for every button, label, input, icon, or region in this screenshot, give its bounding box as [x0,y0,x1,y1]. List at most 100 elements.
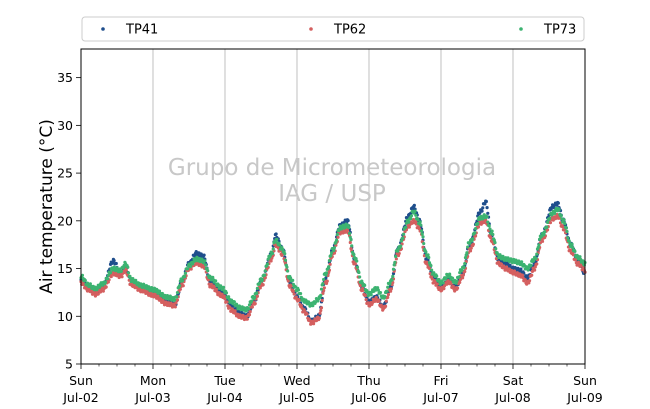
data-point [426,253,430,257]
y-tick-label: 15 [57,261,73,276]
data-point [211,275,215,279]
data-point [270,252,275,256]
data-point [134,278,138,282]
data-point [255,294,259,298]
data-point [311,322,316,326]
data-point [476,225,481,229]
data-point [420,232,424,236]
data-point [283,252,287,256]
x-tick-date: Jul-06 [350,390,387,405]
data-point [533,265,537,269]
data-point [88,282,92,286]
data-point [221,285,226,289]
data-point [369,293,373,297]
data-point [106,273,110,277]
data-point [83,278,87,283]
data-point [578,255,582,259]
data-point [571,245,575,250]
data-point [462,265,466,270]
data-point [401,236,405,240]
data-point [537,243,541,247]
data-point [565,229,569,234]
data-point [233,309,237,313]
data-point [271,247,275,251]
data-point [247,313,252,317]
data-point [421,235,425,239]
data-point [449,282,453,286]
data-point [574,257,578,262]
data-point [180,279,185,283]
data-point [319,308,323,313]
data-point [383,304,388,308]
data-point [485,215,489,219]
data-point [564,226,568,230]
data-point [432,271,436,275]
data-point [468,249,473,253]
data-point [451,284,455,288]
x-tick-date: Jul-05 [278,390,315,405]
x-tick-day: Thu [356,373,380,388]
data-point [285,265,289,269]
data-point [358,284,362,288]
data-point [321,291,325,295]
data-point [557,208,561,212]
data-point [160,291,164,296]
data-point [388,282,392,286]
data-point [335,238,339,242]
data-point [414,220,418,224]
data-point [305,312,309,316]
x-tick-day: Fri [434,373,449,388]
legend-marker [309,27,313,31]
data-point [493,240,497,245]
data-point [299,304,303,308]
data-point [485,206,489,210]
data-point [450,276,455,280]
x-tick-date: Jul-04 [206,390,243,405]
data-point [265,262,270,266]
data-point [471,242,475,246]
data-point [227,295,231,299]
x-tick-day: Tue [213,373,236,388]
data-point [173,305,177,309]
data-point [322,277,326,282]
y-tick-label: 30 [57,118,73,133]
data-point [363,293,367,298]
data-point [463,269,467,274]
data-point [548,216,552,220]
data-point [345,228,349,232]
data-point [566,236,570,240]
data-point [275,237,279,241]
data-point [384,299,388,303]
data-point [466,245,470,249]
data-point [526,268,530,272]
data-point [399,239,403,243]
data-point [491,232,495,237]
data-point [481,206,485,210]
x-tick-date: Jul-08 [494,390,531,405]
data-point [520,260,524,264]
data-point [504,265,509,269]
data-point [322,286,326,290]
data-point [543,230,547,234]
data-point [119,269,123,273]
x-tick-date: Jul-07 [422,390,459,405]
data-point [414,213,418,217]
data-point [419,223,423,227]
data-point [490,229,494,233]
data-point [484,218,488,222]
data-point [386,285,390,289]
data-point [183,271,187,275]
data-point [553,211,557,216]
data-point [364,298,368,302]
data-point [324,271,329,275]
y-axis-label: Air temperature (°C) [37,119,57,294]
data-point [391,267,396,271]
data-point [327,258,331,263]
data-point [96,292,100,296]
data-point [468,241,472,245]
data-point [299,291,303,296]
data-point [220,292,224,296]
data-point [448,272,452,276]
data-point [175,295,179,299]
data-point [336,235,340,239]
